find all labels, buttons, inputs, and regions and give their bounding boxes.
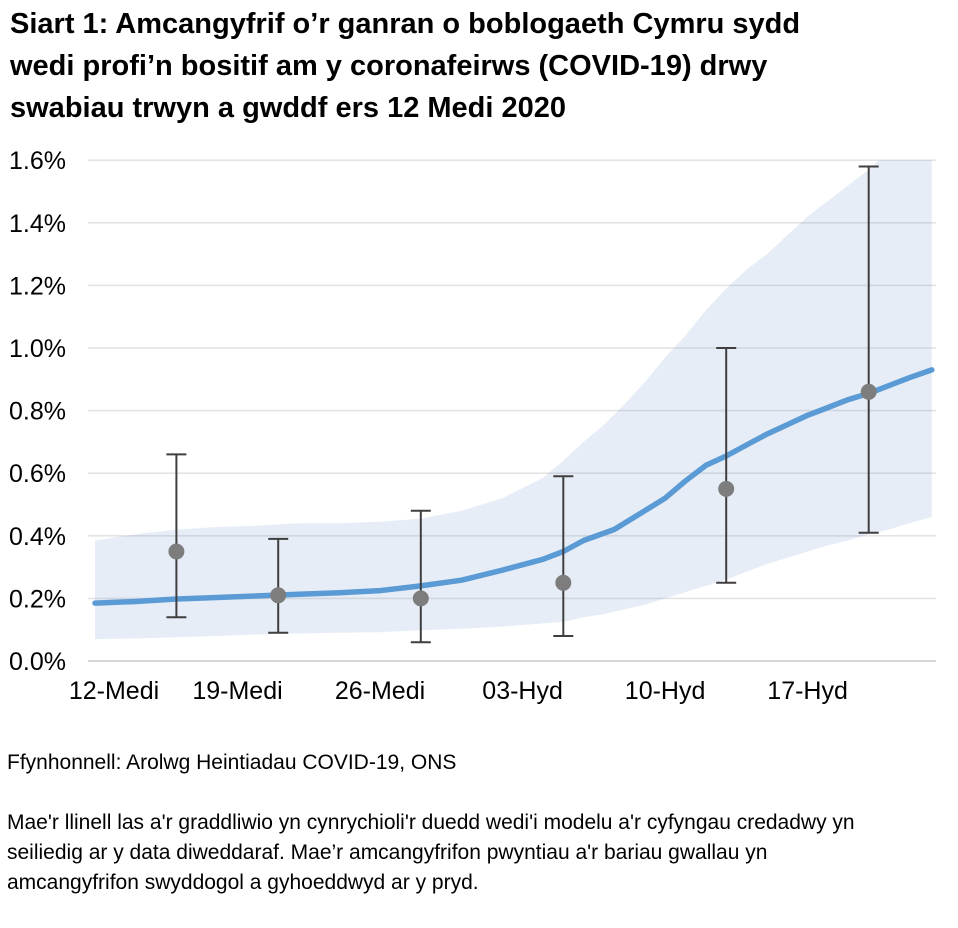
error-bar <box>410 509 431 644</box>
point-estimate-dot <box>718 480 735 497</box>
y-tick-label: 0.6% <box>9 460 66 488</box>
y-tick-label: 0.0% <box>9 648 66 676</box>
error-bar <box>858 165 879 534</box>
error-bar <box>166 453 187 619</box>
point-estimate-dot <box>168 543 185 560</box>
source-note: Ffynhonnell: Arolwg Heintiadau COVID-19,… <box>7 751 457 774</box>
point-estimate-dot <box>412 590 429 607</box>
chart-page: { "title": "Siart 1: Amcangyfrif o’r gan… <box>7 8 936 894</box>
y-tick-label: 0.2% <box>9 585 66 613</box>
x-tick-label: 19-Medi <box>192 677 282 705</box>
error-bars-group <box>166 165 879 644</box>
point-estimate-dot <box>555 574 572 591</box>
methodology-note: Mae'r llinell las a'r graddliwio yn cynr… <box>7 811 855 894</box>
error-bar <box>268 537 289 634</box>
y-tick-label: 0.8% <box>9 398 66 426</box>
x-tick-label: 10-Hyd <box>625 677 706 705</box>
y-tick-label: 1.0% <box>9 335 66 363</box>
x-tick-label: 12-Medi <box>69 677 159 705</box>
x-tick-label: 26-Medi <box>335 677 425 705</box>
x-tick-label: 03-Hyd <box>482 677 563 705</box>
y-tick-label: 1.2% <box>9 272 66 300</box>
point-estimate-dot <box>860 383 877 400</box>
chart-footer: Ffynhonnell: Arolwg Heintiadau COVID-19,… <box>7 718 952 928</box>
y-tick-label: 1.6% <box>9 147 66 175</box>
credible-band <box>95 160 932 640</box>
x-tick-label: 17-Hyd <box>767 677 848 705</box>
chart-title: Siart 1: Amcangyfrif o’r ganran o boblog… <box>10 8 801 124</box>
chart-plot-area: 0.0% 0.2% 0.4% 0.6% 0.8% 1.0% 1.2% 1.4% 1.6% 12-M… <box>9 147 936 705</box>
point-estimate-dot <box>270 587 287 604</box>
y-tick-label: 1.4% <box>9 210 66 238</box>
axis-labels-group: 0.0% 0.2% 0.4% 0.6% 0.8% 1.0% 1.2% 1.4% 1.6% 12-M… <box>9 147 848 705</box>
y-tick-label: 0.4% <box>9 523 66 551</box>
error-bar <box>716 347 737 584</box>
trend-line <box>92 367 935 606</box>
error-bar <box>553 475 574 637</box>
